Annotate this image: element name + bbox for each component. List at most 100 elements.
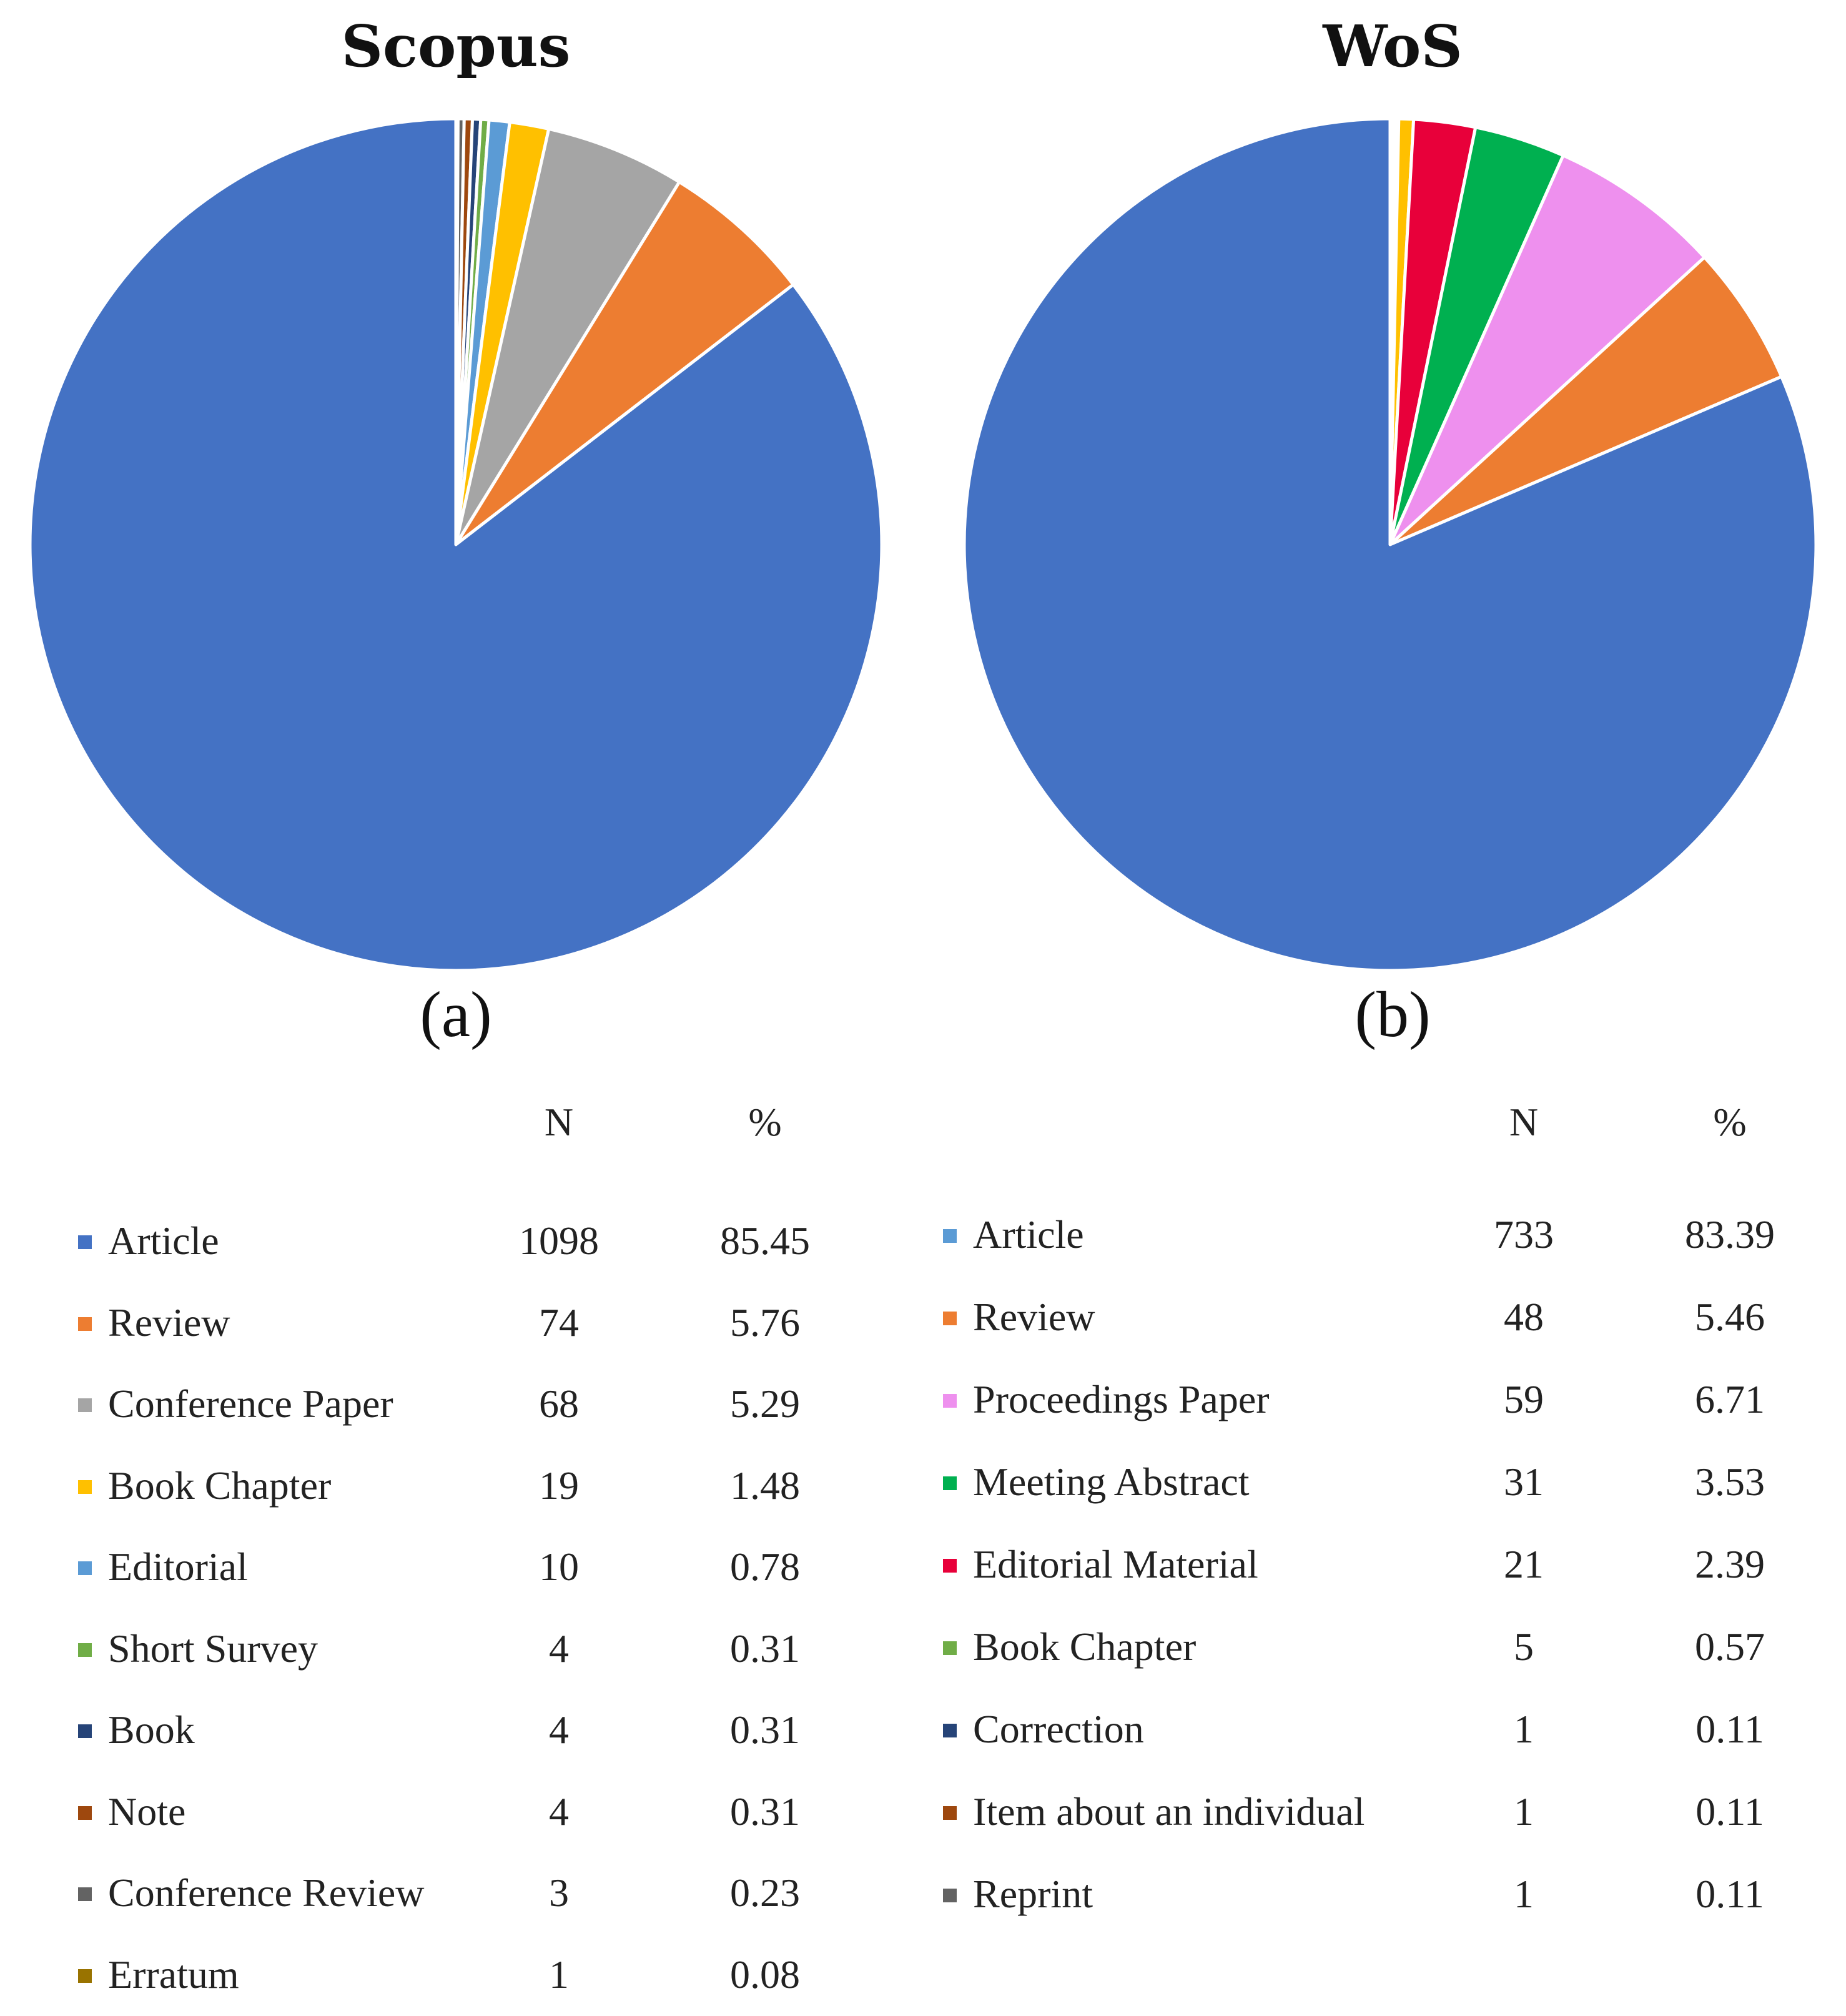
legend-swatch — [943, 1724, 957, 1737]
legend-label: Book Chapter — [108, 1463, 332, 1508]
legend-count: 48 — [1504, 1295, 1544, 1339]
legend-swatch — [943, 1394, 957, 1408]
legend-count: 733 — [1494, 1212, 1554, 1257]
legend-swatch — [78, 1398, 92, 1412]
legend-count: 21 — [1504, 1542, 1544, 1586]
legend-percent: 1.48 — [730, 1463, 800, 1508]
caption-a: (a) — [420, 979, 492, 1050]
chart-title-scopus: Scopus — [341, 12, 571, 80]
legend-count: 5 — [1514, 1624, 1534, 1669]
legend-swatch — [943, 1889, 957, 1902]
legend-row: Note 4 0.31 — [78, 1789, 921, 1845]
legend-swatch — [943, 1312, 957, 1325]
legend-count: 10 — [539, 1544, 579, 1589]
legend-label: Review — [108, 1300, 230, 1345]
legend-header-pct: % — [748, 1100, 782, 1144]
legend-count: 4 — [549, 1626, 569, 1671]
legend-percent: 0.08 — [730, 1952, 800, 1997]
legend-row: Book Chapter 19 1.48 — [78, 1463, 921, 1519]
legend-swatch — [78, 1235, 92, 1249]
legend-row: Article 733 83.39 — [943, 1212, 1786, 1268]
legend-percent: 6.71 — [1695, 1377, 1765, 1421]
legend-row: Reprint 1 0.11 — [943, 1871, 1786, 1927]
legend-count: 31 — [1504, 1460, 1544, 1504]
legend-swatch — [78, 1969, 92, 1983]
legend-row: Editorial Material 21 2.39 — [943, 1541, 1786, 1598]
legend-count: 19 — [539, 1463, 579, 1508]
legend-percent: 0.11 — [1695, 1789, 1764, 1834]
legend-row: Erratum 1 0.08 — [78, 1952, 921, 2008]
legend-percent: 5.76 — [730, 1300, 800, 1345]
legend-label: Book — [108, 1707, 195, 1752]
legend-percent: 0.78 — [730, 1544, 800, 1589]
legend-swatch — [943, 1641, 957, 1655]
legend-percent: 0.57 — [1695, 1624, 1765, 1669]
legend-label: Conference Paper — [108, 1381, 393, 1426]
legend-swatch — [78, 1317, 92, 1331]
legend-swatch — [943, 1476, 957, 1490]
legend-percent: 2.39 — [1695, 1542, 1765, 1586]
legend-row: Conference Review 3 0.23 — [78, 1870, 921, 1926]
legend-count: 68 — [539, 1381, 579, 1426]
legend-swatch — [78, 1643, 92, 1657]
legend-header-n: N — [1509, 1100, 1539, 1144]
pie-charts — [28, 117, 1818, 972]
legend-percent: 3.53 — [1695, 1460, 1765, 1504]
legend-swatch — [78, 1806, 92, 1820]
legend-label: Editorial Material — [973, 1542, 1258, 1586]
legend-count: 1 — [549, 1952, 569, 1997]
legend-label: Editorial — [108, 1544, 248, 1589]
legend-label: Erratum — [108, 1952, 239, 1997]
pie-slice-article — [962, 117, 1818, 972]
pie-slice-conference-paper — [454, 127, 681, 546]
legend-swatch — [943, 1806, 957, 1820]
pie-slice-proceedings-paper — [1388, 154, 1706, 546]
legend-count: 74 — [539, 1300, 579, 1345]
legend-percent: 0.11 — [1695, 1707, 1764, 1751]
legend-label: Meeting Abstract — [973, 1460, 1250, 1504]
legend-count: 1 — [1514, 1707, 1534, 1751]
legend-row: Meeting Abstract 31 3.53 — [943, 1459, 1786, 1515]
legend-count: 4 — [549, 1707, 569, 1752]
legend-percent: 85.45 — [720, 1218, 810, 1263]
pie-slice-review — [454, 180, 795, 546]
legend-count: 1 — [1514, 1789, 1534, 1834]
legend-row: Editorial 10 0.78 — [78, 1544, 921, 1600]
legend-label: Short Survey — [108, 1626, 318, 1671]
legend-row: Conference Paper 68 5.29 — [78, 1381, 921, 1437]
legend-label: Note — [108, 1789, 186, 1834]
caption-b: (b) — [1355, 979, 1431, 1050]
legend-swatch — [78, 1480, 92, 1494]
legend-label: Proceedings Paper — [973, 1377, 1270, 1421]
legend-label: Book Chapter — [973, 1624, 1197, 1669]
legend-row: Proceedings Paper 59 6.71 — [943, 1376, 1786, 1433]
legend-swatch — [78, 1724, 92, 1738]
pie-slice-article — [28, 117, 884, 972]
legend-row: Item about an individual 1 0.11 — [943, 1789, 1786, 1845]
legend-percent: 0.31 — [730, 1789, 800, 1834]
pie-slice-review — [1388, 255, 1784, 546]
legend-percent: 0.31 — [730, 1707, 800, 1752]
legend-percent: 5.46 — [1695, 1295, 1765, 1339]
legend-count: 3 — [549, 1870, 569, 1915]
legend-row: Article 1098 85.45 — [78, 1218, 921, 1274]
legend-row: Short Survey 4 0.31 — [78, 1626, 921, 1682]
legend-row: Book Chapter 5 0.57 — [943, 1624, 1786, 1680]
legend-percent: 83.39 — [1685, 1212, 1775, 1257]
legend-row: Correction 1 0.11 — [943, 1706, 1786, 1762]
legend-count: 4 — [549, 1789, 569, 1834]
legend-swatch — [78, 1561, 92, 1575]
legend-count: 1098 — [519, 1218, 599, 1263]
legend-header-pct: % — [1713, 1100, 1747, 1144]
legend-swatch — [943, 1559, 957, 1573]
legend-label: Reprint — [973, 1872, 1093, 1916]
legend-label: Article — [973, 1212, 1084, 1257]
legend-percent: 0.11 — [1695, 1872, 1764, 1916]
legend-row: Review 74 5.76 — [78, 1300, 921, 1356]
legend-row: Book 4 0.31 — [78, 1707, 921, 1763]
legend-label: Item about an individual — [973, 1789, 1365, 1834]
legend-percent: 0.31 — [730, 1626, 800, 1671]
legend-label: Article — [108, 1218, 219, 1263]
chart-title-wos: WoS — [1323, 12, 1463, 80]
legend-swatch — [78, 1887, 92, 1901]
